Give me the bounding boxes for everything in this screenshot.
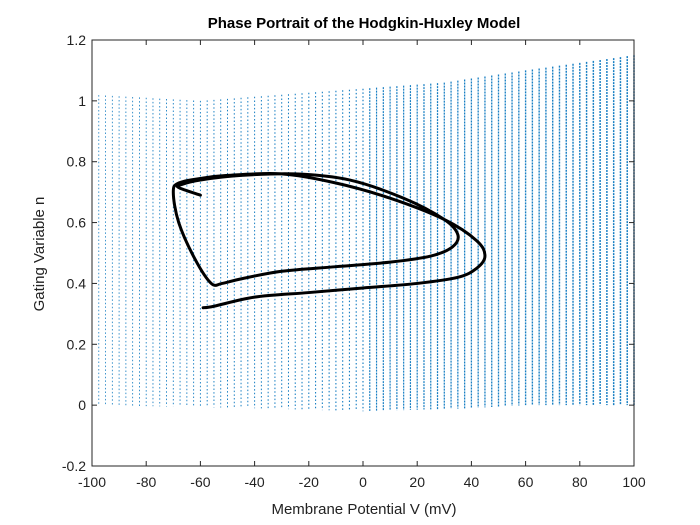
x-tick-label: -40 — [244, 474, 264, 490]
vector-field — [91, 55, 635, 412]
trajectory-line — [171, 171, 487, 310]
y-tick-label: 0.4 — [67, 275, 87, 291]
y-axis-label: Gating Variable n — [31, 197, 48, 312]
trajectory-layer — [171, 171, 487, 310]
y-tick-label: -0.2 — [62, 458, 86, 474]
x-tick-label: -80 — [136, 474, 156, 490]
x-axis-label: Membrane Potential V (mV) — [271, 501, 456, 518]
x-tick-label: 100 — [622, 474, 646, 490]
x-tick-label: 0 — [359, 474, 367, 490]
y-axis: -0.2 0 0.2 0.4 0.6 0.8 1 1.2 — [62, 32, 634, 474]
x-tick-label: 60 — [518, 474, 534, 490]
x-tick-label: 20 — [409, 474, 425, 490]
x-axis: -100 -80 -60 -40 -20 0 20 40 60 80 100 — [78, 40, 646, 490]
x-tick-label: 80 — [572, 474, 588, 490]
y-tick-label: 1.2 — [67, 32, 87, 48]
x-tick-label: -60 — [190, 474, 210, 490]
x-tick-label: 40 — [464, 474, 480, 490]
y-tick-label: 1 — [78, 93, 86, 109]
y-tick-label: 0 — [78, 397, 86, 413]
x-tick-label: -100 — [78, 474, 106, 490]
y-tick-label: 0.6 — [67, 215, 87, 231]
chart-title: Phase Portrait of the Hodgkin-Huxley Mod… — [208, 15, 521, 32]
x-tick-label: -20 — [299, 474, 319, 490]
y-tick-label: 0.8 — [67, 154, 87, 170]
y-tick-label: 0.2 — [67, 336, 87, 352]
